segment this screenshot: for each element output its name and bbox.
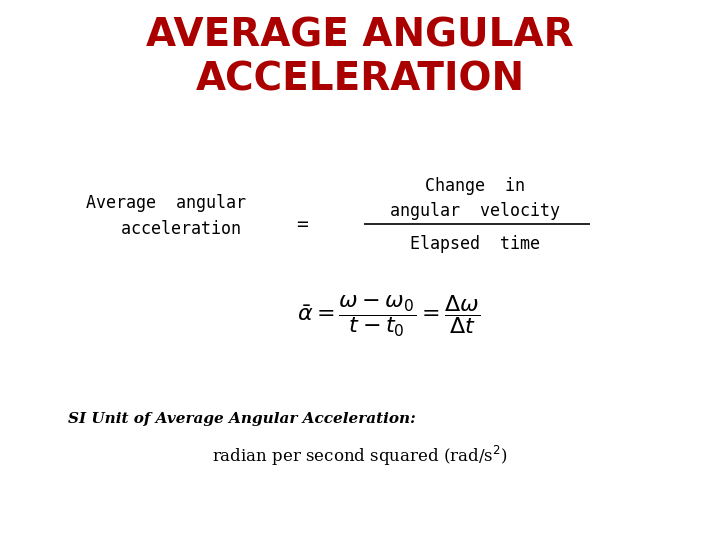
Text: radian per second squared (rad/s$^2$): radian per second squared (rad/s$^2$) (212, 444, 508, 468)
Text: Elapsed  time: Elapsed time (410, 235, 540, 253)
Text: SI Unit of Average Angular Acceleration:: SI Unit of Average Angular Acceleration: (68, 411, 416, 426)
Text: Change  in: Change in (426, 177, 525, 195)
Text: AVERAGE ANGULAR
ACCELERATION: AVERAGE ANGULAR ACCELERATION (146, 16, 574, 98)
Text: $\bar{\alpha} = \dfrac{\omega - \omega_0}{t - t_0} = \dfrac{\Delta\omega}{\Delta: $\bar{\alpha} = \dfrac{\omega - \omega_0… (297, 293, 480, 339)
Text: angular  velocity: angular velocity (390, 201, 560, 220)
Text: =: = (297, 214, 308, 234)
Text: Average  angular
   acceleration: Average angular acceleration (86, 194, 246, 238)
